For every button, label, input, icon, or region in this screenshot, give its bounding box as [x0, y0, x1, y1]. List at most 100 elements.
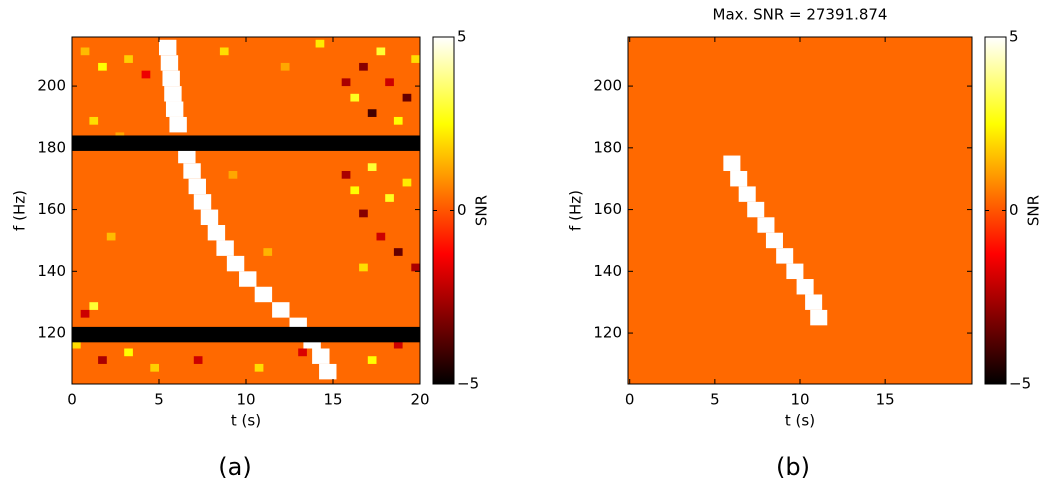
track-cell	[162, 70, 180, 87]
track-cell	[776, 248, 794, 264]
x-axis-label: t (s)	[785, 412, 815, 430]
cell	[393, 116, 403, 125]
track-cell	[200, 209, 219, 226]
track-cell	[738, 186, 756, 202]
cell	[80, 47, 90, 56]
track-cell	[178, 147, 196, 164]
colorbar-label: SNR	[473, 195, 491, 226]
cell	[89, 302, 99, 310]
x-tick-label: 20	[410, 391, 429, 409]
track-cell	[159, 39, 177, 56]
track-cell	[183, 163, 201, 179]
cell	[350, 93, 360, 102]
y-tick-label: 120	[593, 324, 622, 342]
track-cell	[757, 217, 775, 233]
track-cell	[272, 302, 290, 318]
track-cell	[723, 155, 741, 171]
track-cell	[796, 279, 814, 295]
y-tick-label: 140	[593, 262, 622, 280]
masked-band	[72, 326, 420, 343]
cell	[193, 356, 203, 364]
x-tick-label: 0	[625, 391, 635, 409]
cell	[393, 340, 403, 349]
y-tick-label: 120	[37, 324, 66, 342]
track-cell	[319, 363, 337, 380]
colorbar-tick-label: −5	[457, 375, 479, 393]
cell	[228, 170, 238, 179]
caption: (a)	[218, 453, 251, 481]
track-cell	[730, 170, 748, 187]
cell	[124, 348, 133, 357]
cell	[385, 78, 394, 87]
cell	[402, 178, 412, 187]
track-cell	[312, 348, 330, 364]
plot-area	[628, 37, 972, 384]
colorbar-tick-label: −5	[1009, 375, 1031, 393]
y-tick-label: 200	[593, 77, 622, 95]
cell	[367, 163, 377, 171]
cell	[280, 62, 290, 71]
cell	[341, 78, 351, 87]
cell	[376, 47, 386, 56]
y-axis-label: f (Hz)	[11, 190, 29, 231]
x-tick-label: 5	[154, 391, 164, 409]
colorbar-tick-label: 5	[457, 28, 467, 46]
y-tick-label: 200	[37, 77, 66, 95]
x-tick-label: 15	[876, 391, 895, 409]
heatmap-panel: 0 5 10 15 20 120 140 160 180 200 t (s) f (Hz) (a) −5 0…	[11, 28, 491, 482]
cell	[254, 363, 264, 372]
cell	[385, 194, 394, 202]
cell	[298, 348, 307, 357]
track-cell	[160, 55, 179, 71]
x-tick-label: 5	[710, 391, 720, 409]
cell	[124, 55, 133, 63]
chart-title: Max. SNR = 27391.874	[713, 6, 888, 24]
track-cell	[786, 263, 804, 280]
cell	[376, 232, 386, 241]
y-axis-label: f (Hz)	[567, 190, 585, 231]
cell	[106, 232, 116, 241]
cell	[98, 62, 107, 71]
track-cell	[226, 255, 245, 272]
cell	[98, 356, 107, 364]
cell	[341, 170, 351, 179]
y-tick-label: 160	[593, 200, 622, 218]
heatmap-panel: 0 5 10 15 120 140 160 180 200 t (s) f (Hz) Max. SNR…	[567, 6, 1043, 482]
cell	[359, 263, 368, 272]
cell	[359, 209, 368, 218]
cell	[72, 340, 81, 349]
cell	[393, 248, 403, 256]
track-cell	[165, 101, 184, 117]
x-tick-label: 10	[790, 391, 809, 409]
track-cell	[188, 178, 206, 195]
cell	[80, 309, 90, 318]
track-cell	[239, 271, 257, 287]
colorbar-tick-label: 0	[457, 201, 467, 219]
colorbar-tick-label: 0	[1009, 201, 1019, 219]
cell	[350, 186, 360, 195]
masked-band	[72, 135, 420, 151]
cell	[402, 93, 412, 102]
track-cell	[207, 225, 226, 241]
x-tick-label: 0	[67, 391, 77, 409]
cell	[150, 363, 159, 372]
cell	[411, 55, 420, 63]
track-cell	[810, 309, 828, 326]
track-cell	[169, 116, 187, 133]
plot-area	[72, 37, 420, 384]
track-cell	[193, 194, 212, 210]
x-tick-label: 10	[236, 391, 255, 409]
track-cell	[765, 232, 783, 249]
y-tick-label: 180	[37, 138, 66, 156]
y-tick-label: 140	[37, 262, 66, 280]
cell	[315, 39, 325, 48]
cell	[89, 116, 99, 125]
cell	[141, 70, 151, 79]
track-cell	[216, 240, 234, 256]
track-cell	[805, 294, 823, 310]
cell	[359, 62, 368, 71]
background	[628, 37, 972, 384]
x-axis-label: t (s)	[231, 412, 261, 430]
track-cell	[254, 286, 273, 303]
